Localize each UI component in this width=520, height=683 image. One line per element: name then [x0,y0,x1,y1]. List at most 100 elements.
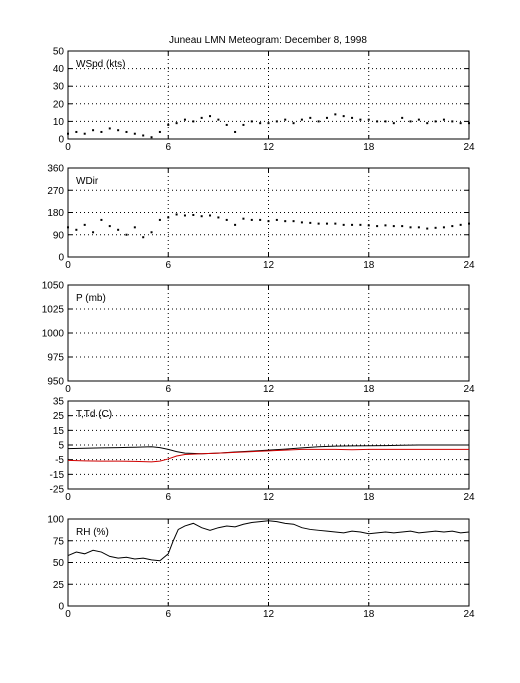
data-point [459,223,462,226]
data-point [442,226,445,229]
data-point [468,222,470,225]
x-tick-label: 12 [263,384,275,395]
data-point [325,116,328,119]
data-point [334,113,337,116]
data-point [250,218,253,221]
x-tick-label: 24 [463,142,475,153]
data-point [434,120,437,123]
x-tick-label: 18 [363,260,375,271]
data-point [392,122,395,125]
data-point [175,122,178,125]
data-point [158,130,161,133]
data-point [267,220,270,223]
y-tick-label: 975 [47,353,64,364]
data-point [158,218,161,221]
x-tick-label: 24 [463,609,475,620]
data-point [100,218,103,221]
data-point [384,120,387,123]
data-point [409,226,412,229]
data-point [367,118,370,121]
y-tick-label: -15 [50,470,65,481]
x-tick-label: 6 [165,609,171,620]
figure-title: Juneau LMN Meteogram: December 8, 1998 [169,35,367,46]
y-tick-label: 1050 [42,281,65,292]
panel-1: 0 6 12 18 24 0 10 20 30 40 50 WSpd (kts) [53,47,475,154]
data-point [209,115,212,118]
x-tick-label: 0 [65,142,71,153]
y-tick-label: 180 [47,208,64,219]
y-tick-label: 950 [47,377,64,388]
x-tick-label: 12 [263,492,275,503]
data-point [459,122,462,125]
y-tick-label: 30 [53,82,65,93]
y-tick-label: 0 [58,135,64,146]
data-point [351,223,354,226]
x-tick-label: 6 [165,384,171,395]
y-tick-label: 40 [53,64,65,75]
panel-label: WSpd (kts) [76,59,125,70]
data-point [133,226,136,229]
data-point [217,216,220,219]
y-tick-label: 50 [53,47,65,58]
data-point [401,225,404,228]
data-point [359,223,362,226]
data-point [100,130,103,133]
data-point [342,115,345,118]
x-tick-label: 18 [363,384,375,395]
data-point [317,120,320,123]
panel-label: WDir [76,176,99,187]
data-point [75,228,78,231]
data-point [192,213,195,216]
data-point [367,224,370,227]
y-tick-label: 20 [53,99,65,110]
data-point [83,132,86,135]
data-point [434,226,437,229]
y-tick-label: 100 [47,515,64,526]
data-point [183,118,186,121]
data-point [376,120,379,123]
data-point [417,226,420,229]
data-point [92,129,95,132]
data-point [359,118,362,121]
x-tick-label: 6 [165,260,171,271]
data-point [309,221,312,224]
data-point [451,120,454,123]
data-point [376,225,379,228]
x-tick-label: 12 [263,260,275,271]
data-point [300,221,303,224]
series-line-1 [67,520,470,562]
data-point [150,136,153,139]
data-point [200,215,203,218]
data-point [67,132,69,135]
x-tick-label: 12 [263,609,275,620]
data-point [209,214,212,217]
data-point [259,218,262,221]
data-point [267,122,270,125]
y-tick-label: 0 [58,602,64,613]
data-point [117,129,120,132]
data-point [75,130,78,133]
data-point [83,223,86,226]
y-tick-label: 1000 [42,329,65,340]
data-point [167,123,170,126]
data-point [192,120,195,123]
data-point [275,218,278,221]
x-tick-label: 0 [65,609,71,620]
y-tick-label: 75 [53,536,65,547]
x-tick-label: 0 [65,384,71,395]
panel-label: RH (%) [76,527,109,538]
x-tick-label: 24 [463,492,475,503]
data-point [284,220,287,223]
data-point [142,236,145,239]
data-point [468,122,470,125]
panel-2: 0 6 12 18 24 0 90 180 270 360 WDir [47,164,475,272]
data-point [234,223,237,226]
data-point [325,222,328,225]
y-tick-label: 50 [53,558,65,569]
y-tick-label: -25 [50,485,65,496]
x-tick-label: 0 [65,260,71,271]
data-point [234,130,237,133]
y-tick-label: 360 [47,164,64,175]
